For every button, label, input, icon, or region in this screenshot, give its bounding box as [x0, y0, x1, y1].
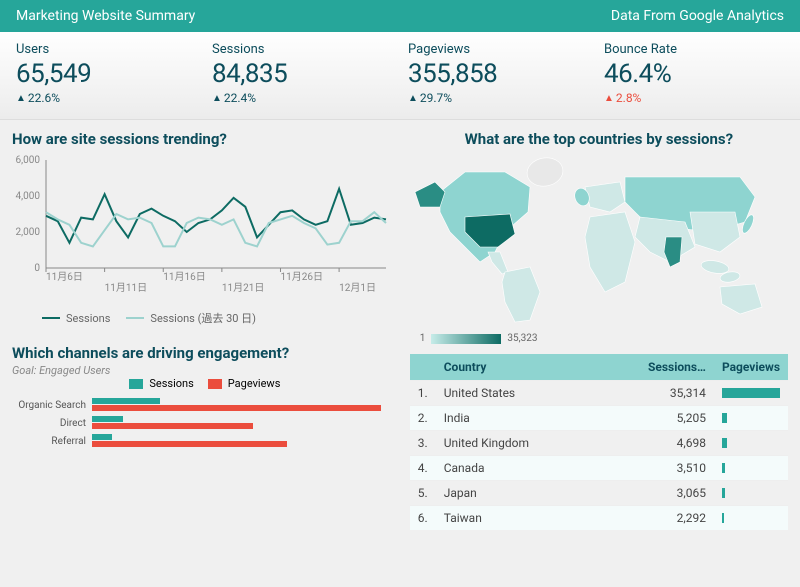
svg-text:0: 0: [34, 263, 40, 274]
header-title: Marketing Website Summary: [16, 8, 195, 24]
trend-legend: Sessions Sessions (過去 30 日): [12, 310, 398, 326]
kpi-delta: ▲ 2.8%: [604, 91, 784, 105]
kpi-delta: ▲ 29.7%: [408, 91, 588, 105]
countries-header: Country: [436, 354, 597, 381]
channel-row: Direct: [12, 414, 398, 432]
svg-text:6,000: 6,000: [16, 155, 41, 166]
kpi-bounce-rate: Bounce Rate 46.4% ▲ 2.8%: [604, 42, 784, 105]
header-source: Data From Google Analytics: [611, 8, 784, 24]
kpi-row: Users 65,549 ▲ 22.6% Sessions 84,835 ▲ 2…: [0, 32, 800, 120]
channel-row: Referral: [12, 432, 398, 450]
world-map: [410, 152, 780, 327]
svg-text:11月21日: 11月21日: [222, 282, 264, 294]
map-legend-max: 35,323: [507, 333, 537, 344]
kpi-value: 46.4%: [604, 59, 784, 89]
map-title: What are the top countries by sessions?: [410, 130, 788, 148]
kpi-label: Users: [16, 42, 196, 57]
kpi-sessions: Sessions 84,835 ▲ 22.4%: [212, 42, 392, 105]
channel-row: Organic Search: [12, 396, 398, 414]
svg-text:12月1日: 12月1日: [339, 282, 376, 294]
country-row: 5. Japan 3,065: [410, 481, 788, 506]
svg-text:11月26日: 11月26日: [280, 271, 322, 283]
channels-panel: Which channels are driving engagement? G…: [12, 344, 398, 450]
legend-item: Sessions (過去 30 日): [126, 310, 256, 326]
kpi-label: Bounce Rate: [604, 42, 784, 57]
kpi-delta: ▲ 22.6%: [16, 91, 196, 105]
countries-header: Pageviews: [714, 354, 788, 381]
svg-text:4,000: 4,000: [16, 191, 41, 202]
country-row: 6. Taiwan 2,292: [410, 506, 788, 531]
countries-header: Sessions…: [597, 354, 714, 381]
kpi-label: Sessions: [212, 42, 392, 57]
map-gradient: [431, 334, 501, 344]
legend-item: Pageviews: [208, 377, 281, 390]
svg-text:2,000: 2,000: [16, 227, 41, 238]
kpi-delta: ▲ 22.4%: [212, 91, 392, 105]
trend-panel: How are site sessions trending? 0 2,000 4,…: [12, 130, 398, 326]
legend-item: Sessions: [42, 310, 110, 326]
country-row: 4. Canada 3,510: [410, 456, 788, 481]
kpi-pageviews: Pageviews 355,858 ▲ 29.7%: [408, 42, 588, 105]
channels-bars: Organic Search Direct Referral: [12, 396, 398, 450]
header-bar: Marketing Website Summary Data From Goog…: [0, 0, 800, 32]
map-legend: 1 35,323: [420, 333, 788, 344]
trend-chart: 0 2,000 4,000 6,000 11月6日 11月11日 11月16日 11月21日 1…: [12, 152, 392, 302]
map-legend-min: 1: [420, 333, 426, 344]
kpi-users: Users 65,549 ▲ 22.6%: [16, 42, 196, 105]
channels-legend: Sessions Pageviews: [12, 377, 398, 390]
countries-header: [410, 354, 436, 381]
svg-text:11月6日: 11月6日: [46, 271, 83, 283]
kpi-value: 65,549: [16, 59, 196, 89]
countries-table: CountrySessions…Pageviews 1. United Stat…: [410, 354, 788, 530]
svg-text:11月11日: 11月11日: [105, 282, 147, 294]
svg-text:11月16日: 11月16日: [163, 271, 205, 283]
country-row: 3. United Kingdom 4,698: [410, 431, 788, 456]
country-row: 1. United States 35,314: [410, 381, 788, 406]
legend-item: Sessions: [129, 377, 193, 390]
kpi-value: 84,835: [212, 59, 392, 89]
kpi-value: 355,858: [408, 59, 588, 89]
channels-title: Which channels are driving engagement?: [12, 344, 398, 362]
map-panel: What are the top countries by sessions? …: [410, 130, 788, 344]
channels-subtitle: Goal: Engaged Users: [12, 364, 398, 377]
country-row: 2. India 5,205: [410, 406, 788, 431]
trend-title: How are site sessions trending?: [12, 130, 398, 148]
kpi-label: Pageviews: [408, 42, 588, 57]
